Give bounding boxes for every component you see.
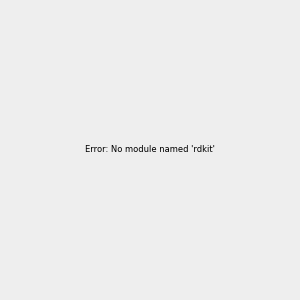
Text: Error: No module named 'rdkit': Error: No module named 'rdkit' (85, 146, 215, 154)
